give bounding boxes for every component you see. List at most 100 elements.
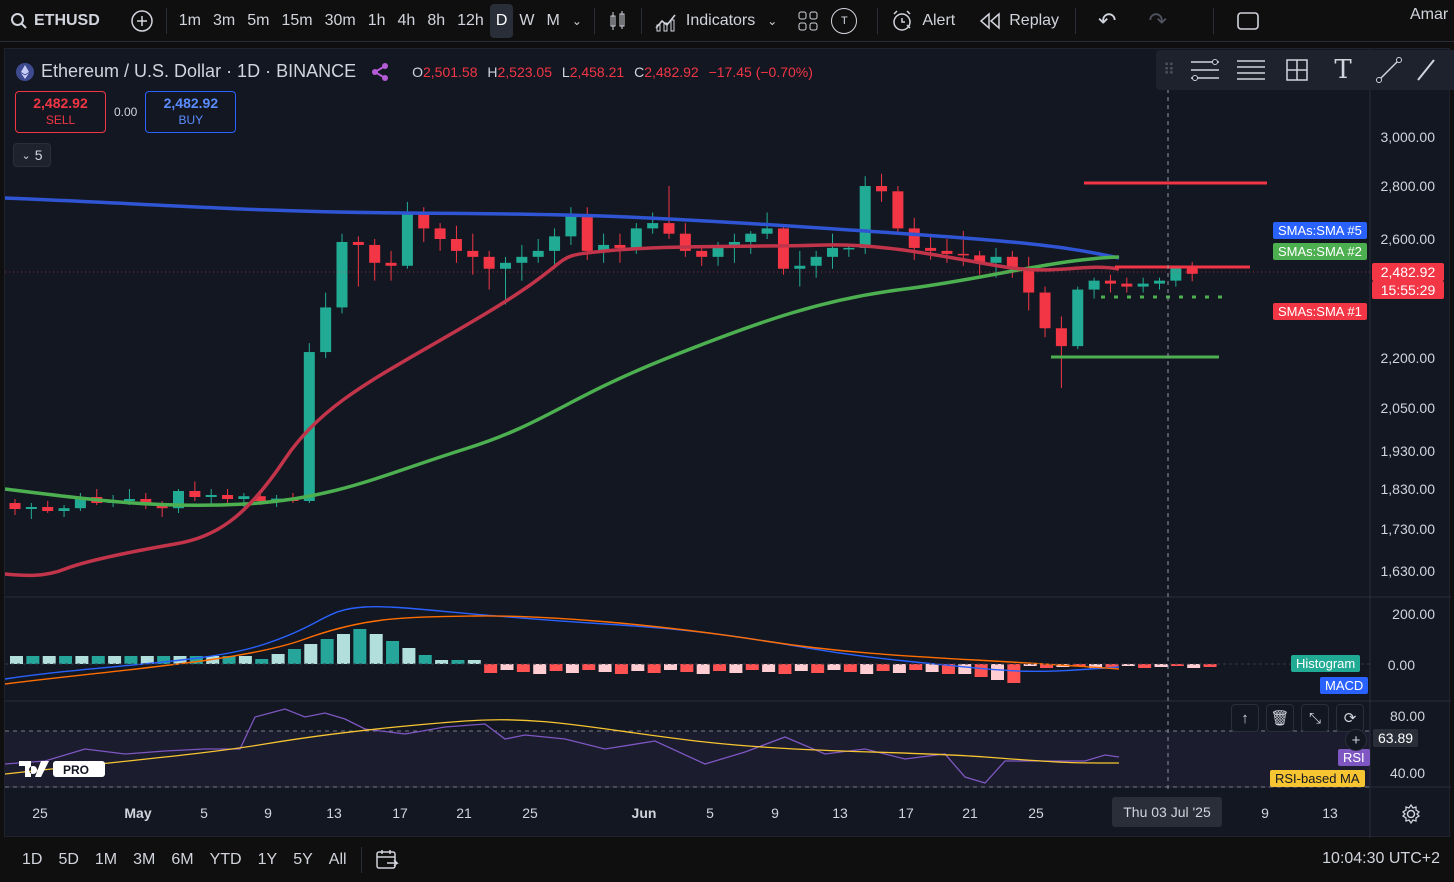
redo-button[interactable]: ↷ xyxy=(1142,4,1172,38)
collapse-pane-icon[interactable]: ⤡ xyxy=(1301,704,1329,732)
chart-canvas[interactable] xyxy=(5,49,1451,838)
macd-axis-zero: 0.00 xyxy=(1387,657,1415,673)
candle-body xyxy=(25,507,37,509)
price-axis-label: 2,200.00 xyxy=(1380,350,1436,366)
candle-body xyxy=(859,186,871,248)
interval-d-button[interactable]: D xyxy=(489,3,514,38)
t-circle-icon: T xyxy=(831,7,858,34)
replay-button[interactable]: Replay xyxy=(973,4,1065,38)
add-circle-icon xyxy=(131,9,153,32)
sell-button[interactable]: 2,482.92 SELL xyxy=(15,91,106,133)
fullscreen-button[interactable] xyxy=(1230,4,1266,38)
chart-settings-gear-icon[interactable] xyxy=(1400,803,1422,830)
candle-body xyxy=(467,250,479,257)
range-group: 1D 5D 1M 3M 6M YTD 1Y 5Y All xyxy=(14,845,355,875)
macd-histogram-bar xyxy=(811,664,825,673)
alert-button[interactable]: Alert xyxy=(884,4,961,38)
layouts-button[interactable] xyxy=(791,4,825,38)
range-5y-button[interactable]: 5Y xyxy=(293,851,313,868)
range-1y-button[interactable]: 1Y xyxy=(257,851,278,868)
rsi-tag: RSI xyxy=(1338,749,1370,766)
chart-area[interactable]: Ethereum / U.S. Dollar · 1D · BINANCE O2… xyxy=(4,48,1451,838)
interval-1h-button[interactable]: 1h xyxy=(367,11,386,29)
user-name[interactable]: Amar xyxy=(1410,6,1449,23)
interval-dropdown[interactable]: ⌄ xyxy=(566,4,588,38)
search-icon xyxy=(11,12,27,29)
candle-body xyxy=(810,256,822,266)
interval-12h-button[interactable]: 12h xyxy=(457,11,484,29)
parallel-channel-icon[interactable] xyxy=(1228,50,1274,90)
sma2-tag: SMAs:SMA #2 xyxy=(1273,243,1367,260)
indicators-dropdown[interactable]: ⌄ xyxy=(761,4,783,38)
macd-histogram-bar xyxy=(696,664,710,674)
range-6m-button[interactable]: 6M xyxy=(171,851,194,868)
price-axis-label: 1,730.00 xyxy=(1380,521,1436,537)
macd-histogram-bar xyxy=(304,644,318,664)
macd-histogram-bar xyxy=(402,648,416,664)
share-icon[interactable] xyxy=(370,62,390,82)
measure-icon[interactable] xyxy=(1274,50,1320,90)
pencil-icon[interactable] xyxy=(1412,50,1438,90)
delete-icon[interactable]: 🗑 xyxy=(1266,704,1294,732)
text-tool-icon[interactable]: T xyxy=(1334,55,1352,85)
trend-line-icon[interactable] xyxy=(1366,50,1412,90)
candle-body xyxy=(1023,268,1035,293)
symbol-search[interactable]: ETHUSD xyxy=(0,4,106,38)
macd-histogram-bar xyxy=(467,660,481,664)
candle-body xyxy=(925,247,937,251)
fib-retracement-icon[interactable] xyxy=(1182,50,1228,90)
range-all-button[interactable]: All xyxy=(328,851,347,868)
candle-body xyxy=(581,215,593,251)
t-button[interactable]: T xyxy=(825,4,863,38)
indicators-icon xyxy=(655,14,676,31)
interval-30m-button[interactable]: 30m xyxy=(324,11,356,29)
rsi-value-tag: 63.89 xyxy=(1373,729,1419,747)
undo-button[interactable]: ↶ xyxy=(1092,4,1122,38)
interval-4h-button[interactable]: 4h xyxy=(397,11,416,29)
macd-histogram-bar xyxy=(320,639,334,664)
candle-body xyxy=(1104,280,1116,284)
candle-body xyxy=(483,256,495,269)
macd-histogram-bar xyxy=(91,656,105,664)
date-axis-label: May xyxy=(124,805,152,821)
indicators-button[interactable]: Indicators xyxy=(648,4,761,38)
candle-body xyxy=(385,262,397,266)
interval-m-button[interactable]: M xyxy=(546,11,560,29)
buy-button[interactable]: 2,482.92 BUY xyxy=(145,91,237,133)
range-1m-button[interactable]: 1M xyxy=(94,851,118,868)
candle-body xyxy=(254,496,266,501)
range-3m-button[interactable]: 3M xyxy=(133,851,156,868)
chart-type-button[interactable] xyxy=(601,4,635,38)
separator xyxy=(1212,7,1214,34)
macd-histogram-bar xyxy=(974,664,988,677)
date-axis-label: 9 xyxy=(1261,805,1269,821)
drag-handle-icon[interactable]: ⠿ xyxy=(1163,62,1175,79)
indicators-collapse-button[interactable]: ⌄ 5 xyxy=(13,143,51,167)
rsi-axis-top: 80.00 xyxy=(1389,708,1425,724)
price-axis-label: 2,600.00 xyxy=(1380,231,1436,247)
compare-button[interactable] xyxy=(124,4,160,38)
maximize-pane-icon[interactable]: ⟳ xyxy=(1336,704,1364,732)
candle-body xyxy=(892,191,904,229)
interval-w-button[interactable]: W xyxy=(519,11,535,29)
goto-date-button[interactable] xyxy=(368,843,406,877)
range-1d-button[interactable]: 1D xyxy=(22,851,43,868)
interval-15m-button[interactable]: 15m xyxy=(281,11,313,29)
separator xyxy=(877,7,879,34)
date-axis-label: 9 xyxy=(771,805,779,821)
interval-1m-button[interactable]: 1m xyxy=(178,11,202,29)
macd-histogram-bar xyxy=(664,664,677,670)
candle-body xyxy=(42,507,54,511)
move-up-icon[interactable]: ↑ xyxy=(1231,704,1259,732)
interval-8h-button[interactable]: 8h xyxy=(427,11,446,29)
interval-3m-button[interactable]: 3m xyxy=(213,11,236,29)
add-plus-icon[interactable]: + xyxy=(1345,729,1367,751)
range-5d-button[interactable]: 5D xyxy=(58,851,79,868)
interval-5m-button[interactable]: 5m xyxy=(247,11,270,29)
macd-histogram-bar xyxy=(925,664,939,672)
range-ytd-button[interactable]: YTD xyxy=(209,851,242,868)
svg-text:PRO: PRO xyxy=(63,763,89,777)
symbol-title[interactable]: Ethereum / U.S. Dollar · 1D · BINANCE xyxy=(41,61,357,81)
macd-histogram-bar xyxy=(108,656,122,664)
utc-clock[interactable]: 10:04:30 UTC+2 xyxy=(1322,850,1440,867)
